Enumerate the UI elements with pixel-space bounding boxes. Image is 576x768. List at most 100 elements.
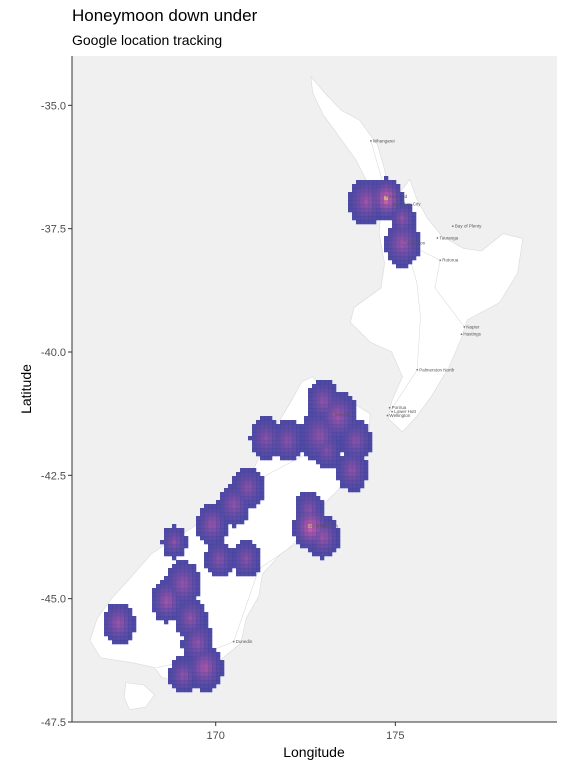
density-tile: [232, 484, 237, 489]
density-tile: [180, 536, 185, 541]
density-tile: [404, 208, 409, 213]
density-tile: [348, 208, 353, 213]
density-tile: [212, 568, 217, 573]
density-tile: [328, 524, 333, 529]
density-tile: [240, 480, 245, 485]
density-tile: [220, 504, 225, 509]
density-tile: [336, 464, 341, 469]
density-tile: [172, 552, 177, 557]
density-tile: [168, 676, 173, 681]
density-tile: [232, 516, 237, 521]
density-tile: [192, 608, 197, 613]
density-tile: [352, 456, 357, 461]
density-tile: [336, 460, 341, 465]
density-tile: [320, 512, 325, 517]
density-tile: [236, 564, 241, 569]
density-tile: [336, 428, 341, 433]
density-tile: [196, 680, 201, 685]
density-tile: [348, 444, 353, 449]
density-tile: [360, 452, 365, 457]
density-tile: [168, 588, 173, 593]
density-tile: [176, 672, 181, 677]
density-tile: [120, 620, 125, 625]
density-tile: [316, 512, 321, 517]
density-tile: [188, 588, 193, 593]
density-tile: [212, 528, 217, 533]
density-tile: [268, 432, 273, 437]
density-tile: [384, 248, 389, 253]
density-tile: [320, 380, 325, 385]
density-tile: [128, 608, 133, 613]
density-tile: [364, 184, 369, 189]
density-tile: [352, 432, 357, 437]
density-tile: [296, 440, 301, 445]
density-tile: [180, 644, 185, 649]
density-tile: [164, 588, 169, 593]
density-tile: [248, 568, 253, 573]
density-tile: [124, 612, 129, 617]
density-tile: [188, 672, 193, 677]
density-tile: [232, 524, 237, 529]
density-tile: [188, 652, 193, 657]
density-tile: [312, 388, 317, 393]
density-tile: [208, 652, 213, 657]
density-tile: [328, 424, 333, 429]
density-tile: [320, 524, 325, 529]
density-tile: [412, 232, 417, 237]
density-tile: [188, 596, 193, 601]
density-tile: [108, 612, 113, 617]
density-tile: [176, 680, 181, 685]
density-tile: [312, 548, 317, 553]
density-tile: [364, 428, 369, 433]
density-tile: [180, 624, 185, 629]
density-tile: [324, 388, 329, 393]
density-tile: [320, 432, 325, 437]
density-tile: [104, 628, 109, 633]
density-tile: [224, 568, 229, 573]
density-tile: [352, 444, 357, 449]
density-tile: [196, 584, 201, 589]
density-tile: [316, 440, 321, 445]
density-tile: [212, 672, 217, 677]
density-tile: [176, 532, 181, 537]
density-tile: [164, 552, 169, 557]
density-tile: [280, 444, 285, 449]
density-tile: [108, 632, 113, 637]
density-tile: [280, 432, 285, 437]
density-tile: [184, 580, 189, 585]
density-tile: [304, 516, 309, 521]
density-tile: [256, 492, 261, 497]
density-tile: [204, 556, 209, 561]
density-tile: [268, 440, 273, 445]
density-tile: [160, 600, 165, 605]
density-tile: [336, 408, 341, 413]
density-tile: [308, 428, 313, 433]
density-tile: [324, 552, 329, 557]
density-tile: [188, 688, 193, 693]
density-tile: [308, 544, 313, 549]
density-tile: [344, 448, 349, 453]
density-tile: [196, 668, 201, 673]
density-tile: [216, 676, 221, 681]
density-tile: [324, 448, 329, 453]
density-tile: [396, 264, 401, 269]
density-tile: [216, 528, 221, 533]
density-tile: [192, 676, 197, 681]
density-tile: [320, 532, 325, 537]
density-tile: [192, 568, 197, 573]
density-tile: [384, 184, 389, 189]
density-tile: [188, 572, 193, 577]
density-tile: [360, 420, 365, 425]
density-tile: [352, 424, 357, 429]
density-tile: [356, 448, 361, 453]
density-tile: [408, 216, 413, 221]
density-tile: [184, 640, 189, 645]
density-tile: [308, 532, 313, 537]
density-tile: [232, 504, 237, 509]
place-label: Wellington: [389, 413, 410, 418]
density-tile: [332, 436, 337, 441]
density-tile: [364, 452, 369, 457]
density-tile: [212, 524, 217, 529]
density-tile: [192, 592, 197, 597]
density-tile: [404, 228, 409, 233]
